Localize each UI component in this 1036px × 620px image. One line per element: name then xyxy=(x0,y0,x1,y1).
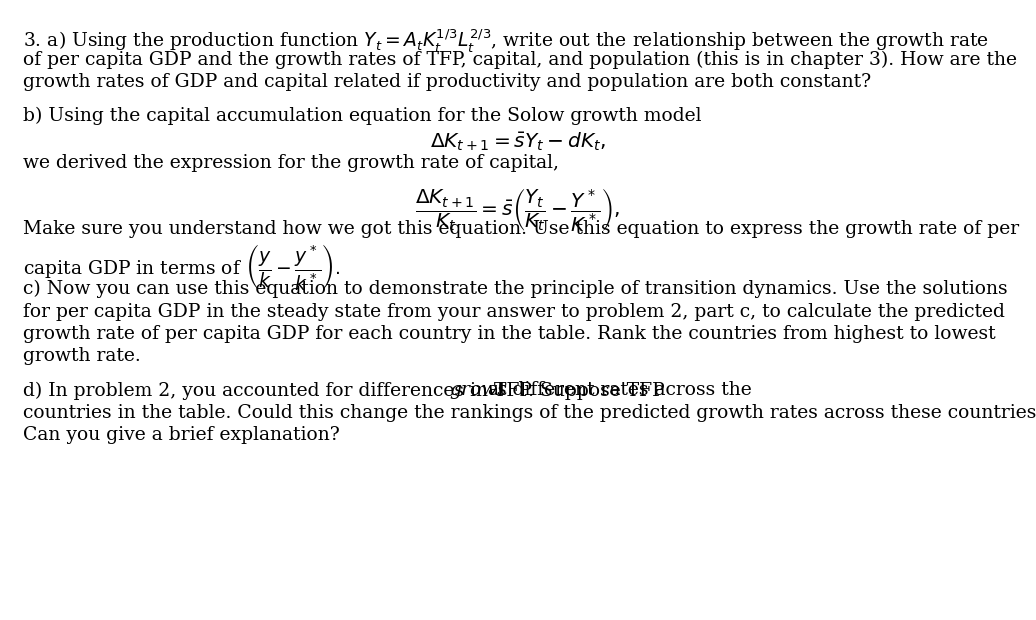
Text: growth rate of per capita GDP for each country in the table. Rank the countries : growth rate of per capita GDP for each c… xyxy=(23,325,996,343)
Text: $\Delta K_{t+1} = \bar{s}Y_t - dK_t,$: $\Delta K_{t+1} = \bar{s}Y_t - dK_t,$ xyxy=(430,130,606,153)
Text: c) Now you can use this equation to demonstrate the principle of transition dyna: c) Now you can use this equation to demo… xyxy=(23,280,1007,298)
Text: b) Using the capital accumulation equation for the Solow growth model: b) Using the capital accumulation equati… xyxy=(23,107,701,125)
Text: Make sure you understand how we got this equation. Use this equation to express : Make sure you understand how we got this… xyxy=(23,220,1019,238)
Text: of per capita GDP and the growth rates of TFP, capital, and population (this is : of per capita GDP and the growth rates o… xyxy=(23,51,1016,69)
Text: for per capita GDP in the steady state from your answer to problem 2, part c, to: for per capita GDP in the steady state f… xyxy=(23,303,1005,321)
Text: Can you give a brief explanation?: Can you give a brief explanation? xyxy=(23,426,340,444)
Text: capita GDP in terms of $\left(\dfrac{y}{k} - \dfrac{y^*}{k^*}\right).$: capita GDP in terms of $\left(\dfrac{y}{… xyxy=(23,242,341,293)
Text: 3. a) Using the production function $Y_t = A_t K_t^{1/3} L_t^{2/3}$, write out t: 3. a) Using the production function $Y_t… xyxy=(23,28,988,55)
Text: growth rate.: growth rate. xyxy=(23,347,141,365)
Text: grows: grows xyxy=(450,381,508,399)
Text: countries in the table. Could this change the rankings of the predicted growth r: countries in the table. Could this chang… xyxy=(23,404,1036,422)
Text: d) In problem 2, you accounted for differences in TFP. Suppose TFP: d) In problem 2, you accounted for diffe… xyxy=(23,381,670,399)
Text: growth rates of GDP and capital related if productivity and population are both : growth rates of GDP and capital related … xyxy=(23,73,871,91)
Text: at different rates across the: at different rates across the xyxy=(482,381,751,399)
Text: we derived the expression for the growth rate of capital,: we derived the expression for the growth… xyxy=(23,154,558,172)
Text: $\dfrac{\Delta K_{t+1}}{K_t} = \bar{s}\left(\dfrac{Y_t}{K_t} - \dfrac{Y^*}{K^*}\: $\dfrac{\Delta K_{t+1}}{K_t} = \bar{s}\l… xyxy=(415,186,621,233)
